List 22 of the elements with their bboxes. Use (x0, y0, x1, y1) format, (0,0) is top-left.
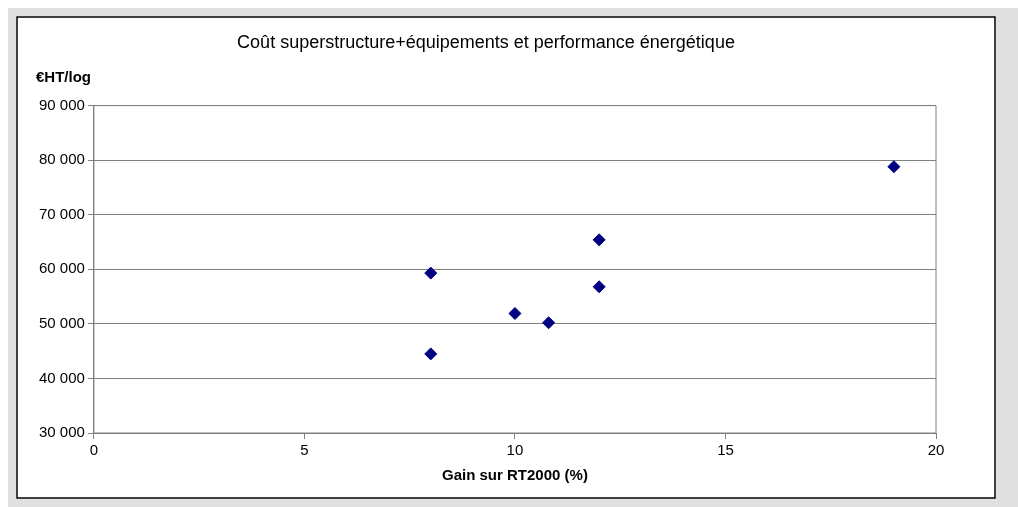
chart-title: Coût superstructure+équipements et performance énergétique (237, 31, 735, 52)
x-tick-label: 0 (89, 441, 99, 459)
y-tick-label: 30 000 (38, 423, 85, 441)
point (508, 307, 522, 320)
point (424, 266, 438, 280)
x-tick-label: 20 (927, 441, 945, 459)
y-tick-label: 80 000 (38, 150, 85, 168)
x-tick-label: 15 (717, 441, 734, 459)
y-tick-label: 50 000 (38, 314, 85, 332)
x-tick-label: 5 (300, 441, 309, 459)
x-tick-label: 10 (506, 441, 524, 459)
x-axis-title: Gain sur RT2000 (%) (441, 466, 588, 484)
y-tick-label: 60 000 (38, 259, 85, 277)
y-tick-label: 70 000 (38, 204, 85, 222)
y-tick-label: 90 000 (38, 95, 85, 113)
point (592, 233, 606, 247)
y-axis-title: €HT/log (36, 68, 91, 86)
y-tick-label: 40 000 (38, 368, 85, 386)
point (592, 280, 606, 294)
point (424, 347, 438, 361)
point (887, 160, 901, 174)
point (542, 316, 556, 330)
